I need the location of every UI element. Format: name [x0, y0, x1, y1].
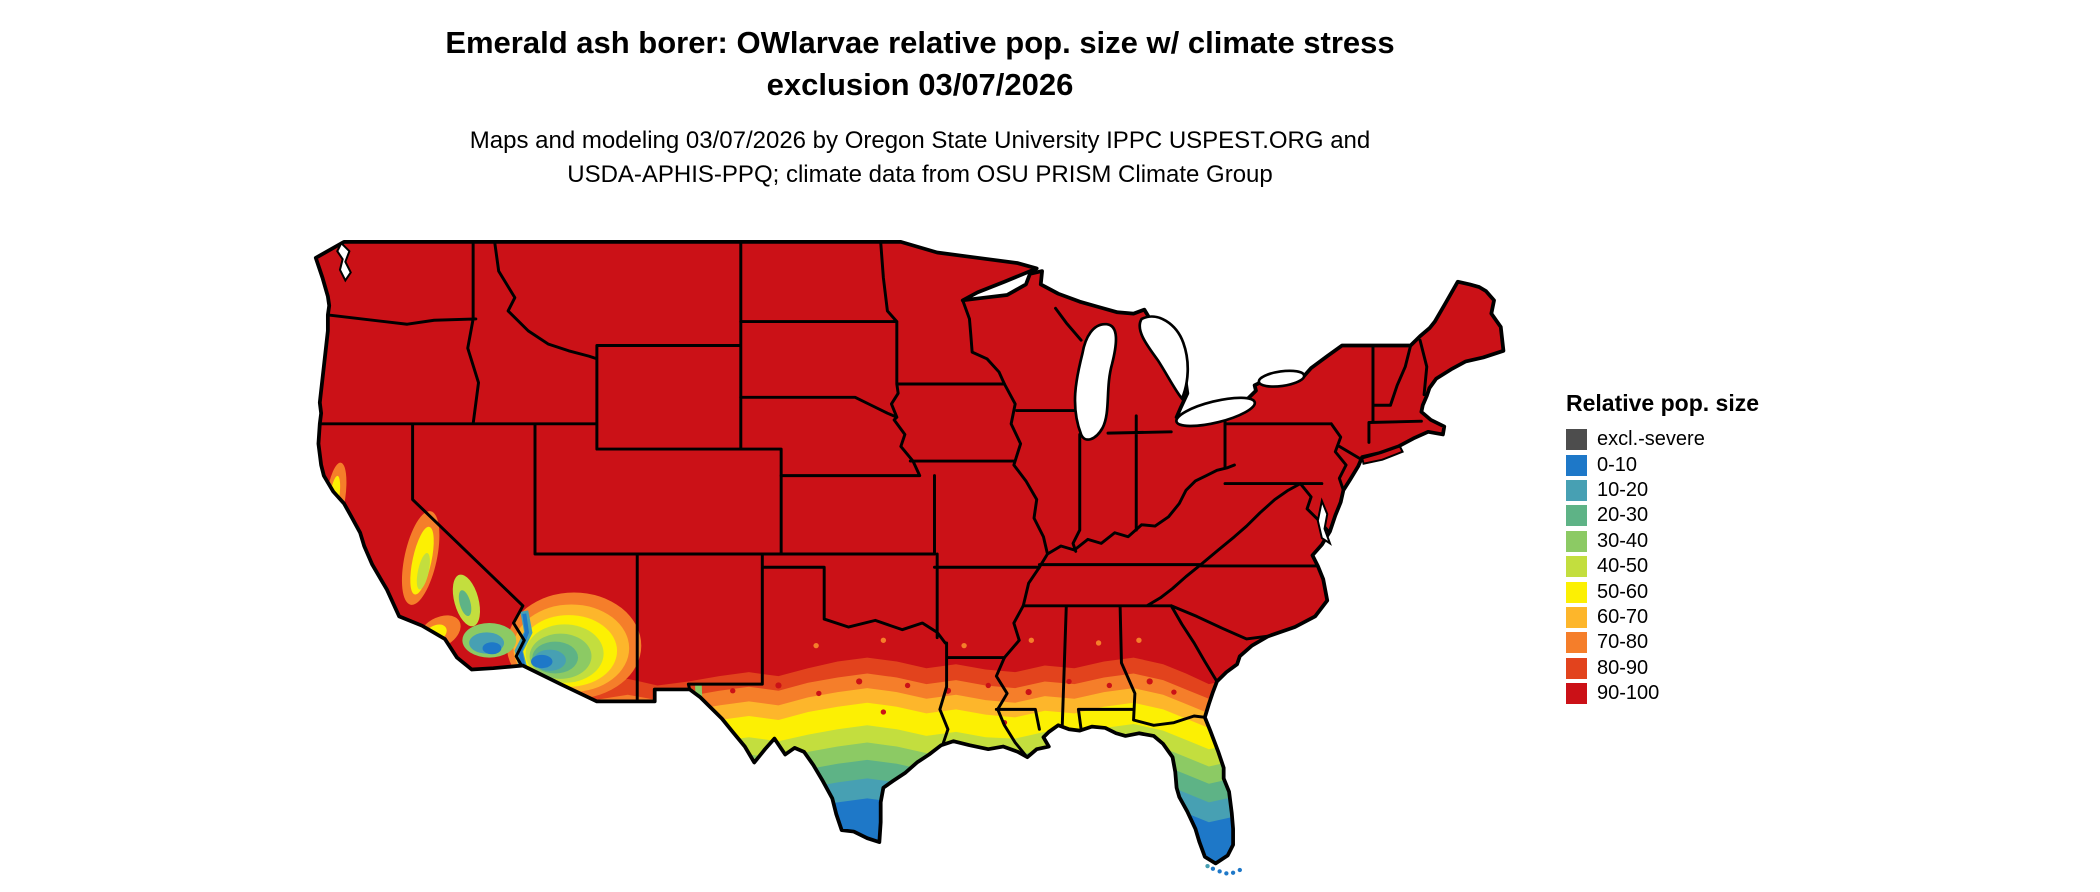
- legend-color-swatch: [1566, 479, 1587, 501]
- subtitle-line-2: USDA-APHIS-PPQ; climate data from OSU PR…: [567, 160, 1273, 188]
- legend-color-swatch: [1566, 454, 1587, 476]
- legend-item: excl.-severe: [1566, 427, 1759, 452]
- legend-color-swatch: [1566, 683, 1587, 705]
- legend-color-swatch: [1566, 581, 1587, 603]
- legend-item: 10-20: [1566, 478, 1759, 503]
- subtitle-line-1: Maps and modeling 03/07/2026 by Oregon S…: [469, 127, 1371, 154]
- attribution-subtitle: Maps and modeling 03/07/2026 by Oregon S…: [0, 124, 1840, 191]
- legend-color-swatch: [1566, 429, 1587, 451]
- legend-color-swatch: [1566, 505, 1587, 527]
- title-line-2: exclusion 03/07/2026: [766, 66, 1074, 102]
- page-title: Emerald ash borer: OWlarvae relative pop…: [0, 22, 1840, 106]
- legend-items: excl.-severe 0-10 10-20 20-30: [1566, 427, 1759, 706]
- legend-item: 30-40: [1566, 529, 1759, 554]
- legend-label: 50-60: [1597, 580, 1649, 603]
- legend-item: 80-90: [1566, 656, 1759, 681]
- legend-label: 20-30: [1597, 504, 1649, 527]
- puget-sound: [336, 241, 352, 283]
- us-map-graphic: [313, 240, 1506, 876]
- legend-title: Relative pop. size: [1566, 390, 1760, 416]
- legend-color-swatch: [1566, 606, 1587, 628]
- state-borders: [318, 241, 1429, 758]
- legend-item: 20-30: [1566, 503, 1759, 528]
- legend-color-swatch: [1566, 632, 1587, 654]
- map-legend: Relative pop. size excl.-severe 0-10 10-…: [1566, 390, 1759, 706]
- legend-item: 40-50: [1566, 554, 1759, 579]
- legend-label: 90-100: [1597, 682, 1660, 705]
- title-line-1: Emerald ash borer: OWlarvae relative pop…: [445, 25, 1395, 60]
- legend-label: 60-70: [1597, 605, 1649, 628]
- legend-item: 90-100: [1566, 681, 1759, 706]
- legend-label: 70-80: [1597, 631, 1649, 654]
- lake-michigan: [1073, 322, 1118, 441]
- lake-erie: [1175, 396, 1257, 428]
- legend-label: excl.-severe: [1597, 428, 1705, 451]
- legend-color-swatch: [1566, 657, 1587, 679]
- lake-ontario: [1257, 369, 1306, 388]
- chesapeake-bay: [1316, 497, 1332, 546]
- legend-color-swatch: [1566, 530, 1587, 552]
- legend-label: 0-10: [1597, 453, 1638, 476]
- legend-item: 70-80: [1566, 630, 1759, 655]
- legend-label: 10-20: [1597, 478, 1649, 501]
- lake-huron: [1138, 315, 1190, 402]
- legend-label: 80-90: [1597, 656, 1649, 679]
- legend-label: 30-40: [1597, 529, 1649, 552]
- legend-item: 50-60: [1566, 579, 1759, 604]
- long-island: [1360, 445, 1404, 465]
- legend-color-swatch: [1566, 556, 1587, 578]
- legend-item: 60-70: [1566, 605, 1759, 630]
- florida-keys: [1205, 863, 1242, 876]
- great-lakes: [336, 241, 1332, 546]
- legend-label: 40-50: [1597, 555, 1649, 578]
- legend-item: 0-10: [1566, 452, 1759, 477]
